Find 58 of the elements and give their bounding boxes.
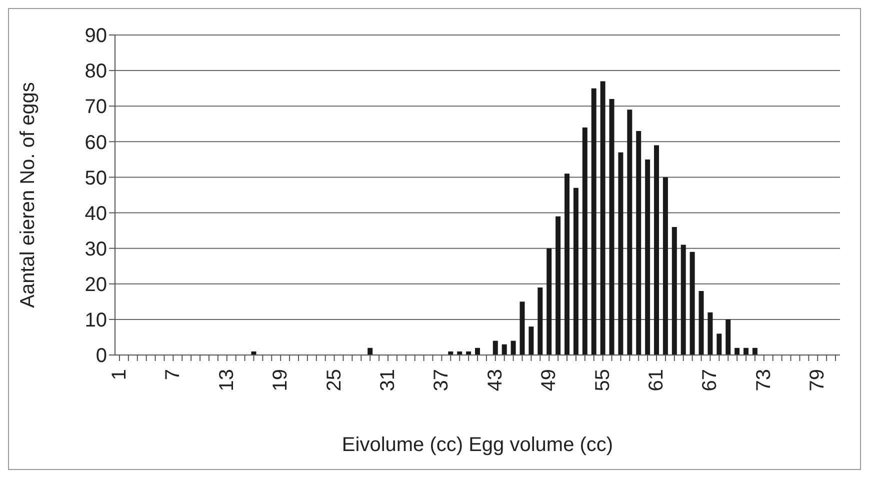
bar — [698, 291, 704, 355]
y-axis-title: Aantal eieren No. of eggs — [17, 82, 40, 308]
y-tick-label: 40 — [84, 202, 107, 225]
x-tick-label: 49 — [538, 369, 560, 392]
x-tick-label: 43 — [484, 369, 506, 392]
y-tick-label: 50 — [84, 167, 107, 190]
bar — [734, 348, 740, 355]
bar — [708, 312, 713, 355]
bar — [546, 248, 552, 355]
x-axis-title: Eivolume (cc) Egg volume (cc) — [342, 434, 614, 456]
bar — [582, 127, 588, 355]
bar — [627, 110, 632, 355]
bar — [591, 88, 596, 355]
bar — [502, 344, 507, 355]
y-tick-label: 90 — [84, 25, 107, 48]
bar — [654, 145, 660, 355]
x-tick-label: 55 — [592, 369, 614, 392]
x-tick-label: 67 — [699, 369, 722, 392]
x-tick-label: 61 — [646, 369, 668, 392]
x-tick-label: 25 — [323, 369, 346, 392]
x-tick-label: 1 — [108, 369, 130, 380]
bar — [672, 227, 677, 355]
y-tick-label: 0 — [96, 345, 107, 368]
bar — [636, 131, 642, 355]
bar — [573, 188, 578, 355]
bar — [680, 244, 686, 355]
y-tick-label: 10 — [84, 310, 107, 332]
bar — [716, 334, 722, 355]
x-tick-label: 19 — [270, 369, 292, 392]
bar — [609, 99, 614, 355]
bar — [662, 177, 668, 355]
y-tick-label: 30 — [84, 238, 107, 260]
y-tick-label: 20 — [84, 274, 107, 296]
x-tick-label: 37 — [430, 369, 453, 392]
bar — [744, 348, 749, 355]
bar — [538, 287, 543, 355]
x-tick-label: 7 — [162, 369, 184, 380]
bar — [600, 81, 606, 355]
y-tick-label: 80 — [84, 60, 107, 83]
x-tick-label: 73 — [752, 369, 775, 392]
x-tick-label: 31 — [376, 369, 399, 392]
bar — [520, 302, 525, 355]
bar — [645, 159, 650, 355]
bar — [492, 340, 498, 355]
bar — [752, 348, 758, 355]
x-tick-label: 13 — [216, 369, 238, 392]
bar — [474, 348, 480, 355]
bar — [690, 252, 695, 355]
y-tick-label: 60 — [84, 132, 107, 154]
bar — [726, 319, 731, 355]
bar — [556, 216, 561, 355]
bar — [510, 340, 516, 355]
bar — [618, 152, 624, 355]
bar — [368, 348, 373, 355]
bar — [528, 326, 534, 355]
x-tick-label: 79 — [806, 369, 829, 392]
y-tick-label: 70 — [84, 96, 107, 118]
bar — [564, 174, 570, 355]
